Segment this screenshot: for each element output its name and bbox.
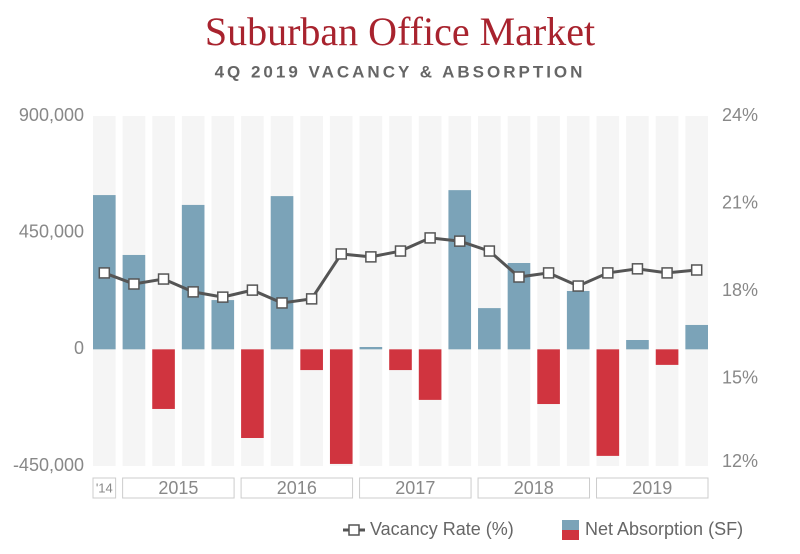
- vacancy-marker: [690, 264, 703, 276]
- column-band: [389, 116, 412, 466]
- year-label: 2016: [277, 478, 317, 498]
- column-band: [626, 116, 649, 466]
- bar: [596, 349, 620, 456]
- vacancy-marker: [602, 267, 614, 279]
- vacancy-marker: [513, 271, 525, 283]
- column-band: [478, 116, 501, 466]
- column-band: [359, 116, 383, 466]
- vacancy-marker: [187, 286, 199, 298]
- y-tick-label: -450,000: [13, 455, 84, 475]
- bar: [270, 196, 294, 350]
- chart-title: Suburban Office Market: [205, 9, 595, 54]
- column-band: [655, 116, 679, 466]
- y2-tick-label: 12%: [722, 451, 758, 471]
- vacancy-marker: [365, 251, 377, 263]
- vacancy-marker: [157, 273, 170, 285]
- year-label: 2015: [158, 478, 198, 498]
- bar: [566, 291, 590, 350]
- vacancy-marker: [246, 284, 259, 296]
- legend-swatch: [562, 530, 579, 540]
- column-band: [152, 116, 175, 466]
- y2-tick-label: 24%: [722, 105, 758, 125]
- year-box: [92, 477, 117, 499]
- legend-label: Net Absorption (SF): [585, 519, 743, 539]
- vacancy-marker: [483, 245, 496, 257]
- vacancy-marker: [424, 232, 436, 244]
- year-box: [477, 477, 591, 499]
- column-band: [211, 116, 235, 466]
- year-box: [240, 477, 354, 499]
- y2-tick-label: 18%: [722, 280, 758, 300]
- year-box: [359, 477, 472, 499]
- vacancy-marker: [305, 293, 318, 305]
- bar: [389, 349, 412, 371]
- vacancy-marker: [394, 245, 407, 257]
- legend-marker: [348, 524, 360, 536]
- bar: [300, 349, 323, 371]
- vacancy-marker: [98, 267, 111, 279]
- column-band: [685, 116, 708, 466]
- bar: [122, 254, 146, 350]
- vacancy-marker: [276, 297, 288, 309]
- year-label: 2018: [514, 478, 554, 498]
- bar: [478, 308, 501, 350]
- bar: [181, 204, 205, 350]
- year-label: 2019: [632, 478, 672, 498]
- bar: [211, 300, 235, 350]
- y-tick-label: 900,000: [19, 105, 84, 125]
- vacancy-marker: [335, 248, 348, 260]
- vacancy-marker: [631, 263, 644, 275]
- vacancy-marker: [572, 280, 584, 292]
- y2-tick-label: 21%: [722, 192, 758, 212]
- bar: [655, 349, 679, 365]
- bar: [359, 347, 383, 350]
- column-band: [418, 116, 442, 466]
- vacancy-marker: [661, 267, 673, 279]
- bar: [152, 349, 175, 409]
- bar: [507, 263, 531, 350]
- y-tick-label: 450,000: [19, 221, 84, 241]
- vacancy-marker: [217, 291, 229, 303]
- legend-label: Vacancy Rate (%): [370, 519, 514, 539]
- column-band: [300, 116, 323, 466]
- bar: [448, 190, 472, 350]
- chart-subtitle: 4Q 2019 VACANCY & ABSORPTION: [215, 62, 586, 81]
- year-box: [596, 477, 709, 499]
- vacancy-marker: [128, 278, 140, 290]
- bar: [626, 340, 649, 350]
- legend-swatch: [562, 520, 579, 530]
- y2-tick-label: 15%: [722, 367, 758, 387]
- bar: [241, 349, 264, 438]
- bar: [329, 349, 353, 464]
- bar: [418, 349, 442, 400]
- vacancy-marker: [453, 235, 466, 247]
- column-band: [537, 116, 560, 466]
- vacancy-marker: [542, 267, 555, 279]
- bar: [685, 324, 708, 350]
- year-label: '14: [96, 480, 113, 495]
- y-tick-label: 0: [74, 338, 84, 358]
- year-label: 2017: [395, 478, 435, 498]
- year-box: [122, 477, 235, 499]
- bar: [537, 349, 560, 405]
